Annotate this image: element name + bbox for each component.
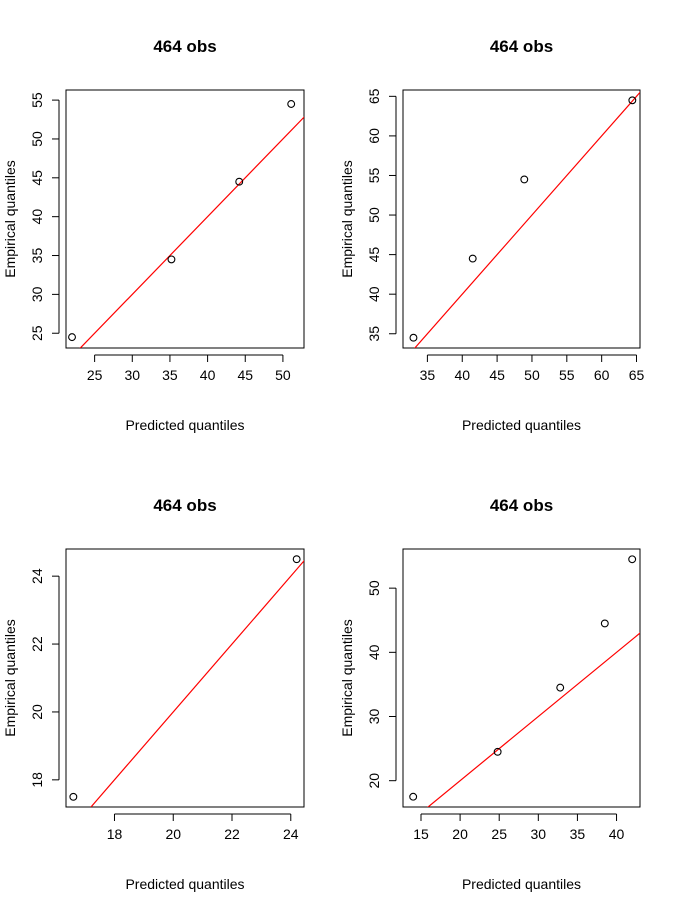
- data-point: [235, 177, 244, 186]
- qq-panel-3: 464 obs Predicted quantiles Empirical quan…: [2, 496, 305, 892]
- y-tick-label: 30: [366, 709, 382, 725]
- y-tick-label: 20: [29, 704, 45, 720]
- x-tick-label: 50: [275, 367, 291, 383]
- x-tick-label: 24: [283, 826, 299, 842]
- data-point: [600, 619, 609, 628]
- x-tick-label: 35: [420, 367, 436, 383]
- x-tick-label: 35: [570, 826, 586, 842]
- data-point: [628, 555, 637, 564]
- data-point: [409, 792, 418, 801]
- x-tick-label: 15: [413, 826, 429, 842]
- chart-title: 464 obs: [490, 496, 553, 515]
- y-axis-label: Empirical quantiles: [339, 619, 355, 737]
- y-tick-label: 45: [366, 247, 382, 263]
- chart-title: 464 obs: [153, 496, 216, 515]
- x-tick-label: 55: [559, 367, 575, 383]
- chart-title: 464 obs: [490, 37, 553, 56]
- data-point: [167, 255, 176, 264]
- x-tick-label: 30: [531, 826, 547, 842]
- y-axis-label: Empirical quantiles: [339, 160, 355, 278]
- y-tick-label: 45: [29, 170, 45, 186]
- y-tick-label: 35: [366, 326, 382, 342]
- x-tick-label: 18: [107, 826, 123, 842]
- y-tick-label: 30: [29, 286, 45, 302]
- x-tick-label: 40: [200, 367, 216, 383]
- data-point: [493, 747, 502, 756]
- y-tick-label: 50: [366, 580, 382, 596]
- y-axis-label: Empirical quantiles: [2, 619, 18, 737]
- reference-line: [90, 559, 304, 807]
- data-point: [292, 555, 301, 564]
- data-point: [520, 175, 529, 184]
- x-tick-label: 65: [629, 367, 645, 383]
- y-tick-label: 40: [366, 286, 382, 302]
- y-tick-label: 55: [366, 167, 382, 183]
- y-tick-label: 50: [366, 207, 382, 223]
- x-tick-label: 20: [165, 826, 181, 842]
- x-axis-label: Predicted quantiles: [125, 417, 244, 433]
- x-tick-label: 45: [237, 367, 253, 383]
- y-tick-label: 35: [29, 248, 45, 264]
- data-point: [68, 333, 76, 342]
- data-point: [69, 792, 78, 801]
- y-axis-label: Empirical quantiles: [2, 160, 18, 278]
- data-point: [556, 683, 565, 692]
- y-tick-label: 65: [366, 88, 382, 104]
- reference-line: [427, 632, 640, 807]
- y-tick-label: 55: [29, 92, 45, 108]
- x-axis-label: Predicted quantiles: [462, 876, 581, 892]
- chart-title: 464 obs: [153, 37, 216, 56]
- x-tick-label: 50: [524, 367, 540, 383]
- y-tick-label: 20: [366, 773, 382, 789]
- y-tick-label: 60: [366, 128, 382, 144]
- y-tick-label: 40: [366, 644, 382, 660]
- x-tick-label: 30: [124, 367, 140, 383]
- plot-frame: [402, 89, 641, 349]
- y-tick-label: 22: [29, 636, 45, 652]
- x-tick-label: 45: [489, 367, 505, 383]
- x-axis-label: Predicted quantiles: [462, 417, 581, 433]
- qq-panel-2: 464 obs Predicted quantiles Empirical quan…: [339, 37, 645, 433]
- y-tick-label: 24: [29, 568, 45, 584]
- qq-panel-1: 464 obs Predicted quantiles Empirical quan…: [2, 37, 305, 433]
- x-tick-label: 25: [491, 826, 507, 842]
- plot-frame: [402, 548, 641, 808]
- plot-frame: [65, 89, 305, 349]
- reference-line: [79, 116, 304, 348]
- data-point: [287, 100, 296, 108]
- x-tick-label: 60: [594, 367, 610, 383]
- y-tick-label: 50: [29, 131, 45, 147]
- x-tick-label: 22: [224, 826, 240, 842]
- x-tick-label: 40: [454, 367, 470, 383]
- y-tick-label: 18: [29, 772, 45, 788]
- x-tick-label: 35: [162, 367, 178, 383]
- data-point: [468, 254, 477, 263]
- data-point: [409, 333, 418, 342]
- x-tick-label: 20: [452, 826, 468, 842]
- y-tick-label: 25: [29, 325, 45, 341]
- data-point: [628, 96, 637, 105]
- x-tick-label: 25: [87, 367, 103, 383]
- y-tick-label: 40: [29, 209, 45, 225]
- x-tick-label: 40: [609, 826, 625, 842]
- plot-frame: [65, 548, 305, 808]
- reference-line: [414, 91, 640, 348]
- x-axis-label: Predicted quantiles: [125, 876, 244, 892]
- qq-panel-4: 464 obs Predicted quantiles Empirical quan…: [339, 496, 641, 892]
